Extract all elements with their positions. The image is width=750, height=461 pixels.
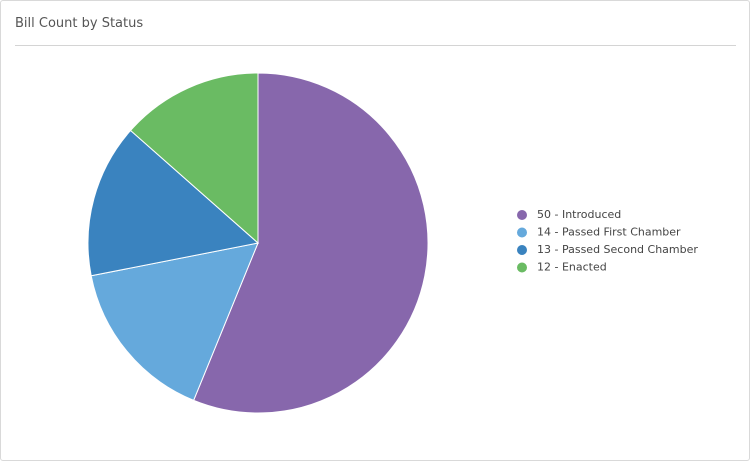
legend-marker xyxy=(517,262,527,273)
legend-label: 14 - Passed First Chamber xyxy=(537,226,681,239)
legend-marker xyxy=(517,245,527,255)
legend-label: 13 - Passed Second Chamber xyxy=(537,243,698,256)
legend-label: 50 - Introduced xyxy=(537,208,621,221)
legend-label: 12 - Enacted xyxy=(537,261,607,274)
pie-slice xyxy=(90,242,259,401)
divider xyxy=(15,45,736,46)
chart-title: Bill Count by Status xyxy=(15,16,144,31)
pie-slice xyxy=(87,129,260,277)
legend-marker xyxy=(517,210,527,220)
pie-slice xyxy=(192,72,429,414)
pie-slice xyxy=(129,72,259,245)
legend-marker xyxy=(517,227,527,238)
